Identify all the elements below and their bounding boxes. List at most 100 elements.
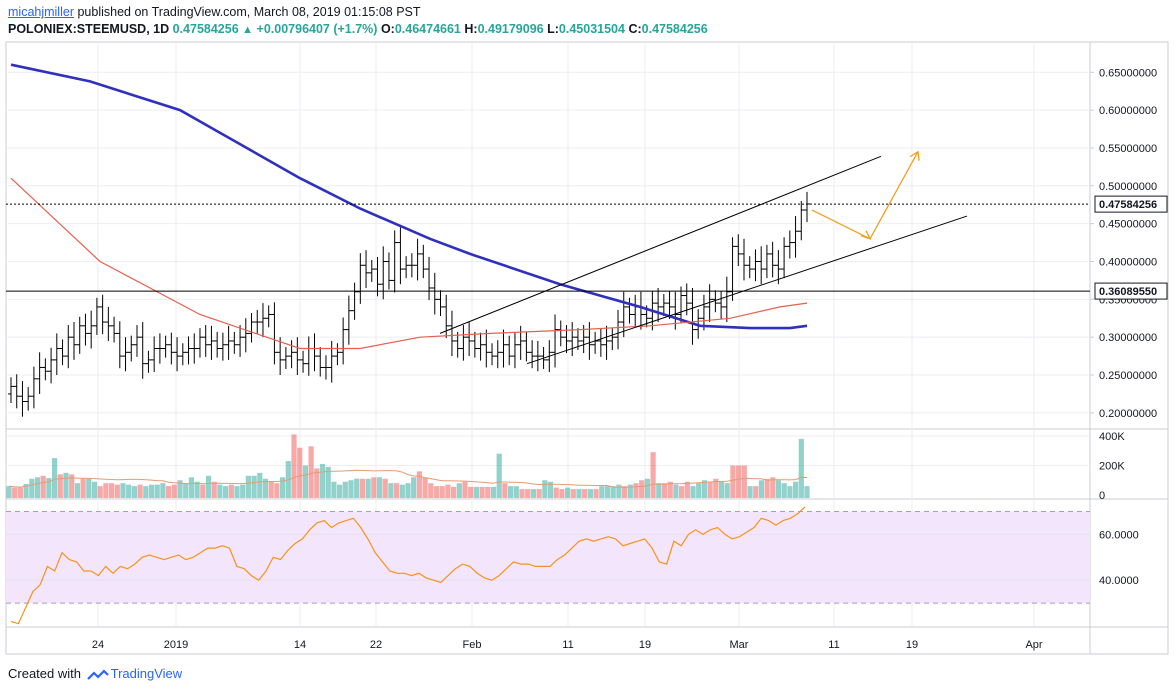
volume-tick-label: 0 [1099,490,1105,502]
ohlc-bar [781,237,788,279]
ohlc-bar [746,256,753,279]
ohlc-bar [655,287,662,323]
ohlc-bar [116,321,123,369]
ohlc-bar [689,287,696,345]
ohlc-bar [151,336,158,372]
ohlc-bar [93,297,100,335]
volume-bar [12,487,18,498]
volume-bar [696,483,702,498]
volume-bar [793,481,799,498]
ohlc-bar [311,333,318,372]
horizontal-level-label-text: 0.36089550 [1099,286,1157,298]
rsi-tick-label: 40.0000 [1099,575,1139,587]
volume-bar [644,478,650,498]
ohlc-bar [139,322,146,379]
volume-bar [502,483,508,498]
projection-arrowhead [860,230,872,240]
ohlc-bar [758,246,765,285]
volume-bar [234,486,240,498]
volume-bar [724,483,730,498]
publish-info: micahjmiller published on TradingView.co… [8,5,421,19]
volume-bar [747,486,753,498]
volume-bar [80,478,86,498]
short-moving-average-line [10,177,808,350]
y-tick-label: 0.55000000 [1099,143,1157,155]
volume-bar [582,489,588,498]
volume-bar [348,480,354,498]
ohlc-bar [391,230,398,293]
tradingview-brand[interactable]: TradingView [110,666,183,681]
long-moving-average-line [10,63,808,330]
ohlc-bar [191,333,198,364]
ohlc-bar [174,337,181,372]
low-value: 0.45031504 [558,22,625,36]
y-tick-label: 0.65000000 [1099,67,1157,79]
volume-bar [137,484,143,498]
ohlc-bar [88,310,95,349]
ohlc-bar [460,325,467,361]
volume-bar [268,481,274,498]
volume-bar [730,465,736,498]
volume-bar [428,483,434,498]
ohlc-bar [179,343,186,366]
volume-bar [251,475,257,498]
ohlc-bar [82,313,89,346]
volume-bar [770,477,776,498]
ohlc-bar [317,347,324,377]
ohlc-bar [775,250,782,285]
volume-bar [462,481,468,498]
ohlc-bar [48,347,55,384]
volume-bar [656,483,662,498]
volume-bar [753,486,759,498]
footer: Created with TradingView [8,666,182,682]
ohlc-bar [42,358,49,381]
x-tick-label: 11 [562,639,573,651]
ohlc-bar [529,340,536,369]
ohlc-bar [597,328,604,357]
x-tick-label: Feb [463,639,482,651]
ohlc-bar [288,340,295,369]
volume-bar [741,465,747,498]
volume-bar [525,489,531,498]
ohlc-bar [569,322,576,357]
volume-bar [211,481,217,498]
volume-bar [34,477,41,498]
volume-bar [684,481,690,498]
ohlc-bar [403,256,410,279]
volume-bar [673,484,679,498]
ohlc-bar [494,340,501,369]
volume-bar [280,477,286,498]
x-tick-label: 14 [294,639,306,651]
volume-bar [405,483,411,498]
ohlc-bar [615,309,622,350]
author-link[interactable]: micahjmiller [8,5,74,19]
volume-bar [74,483,80,498]
high-value: 0.49179096 [477,22,544,36]
ohlc-bar [70,322,77,360]
ohlc-bar [111,316,118,343]
volume-bar [228,484,234,498]
ohlc-bar [741,238,748,281]
upper-trend-line [439,155,882,334]
volume-bar [257,472,263,498]
volume-bar [439,486,445,498]
volume-bar [359,478,365,498]
volume-bar [52,458,58,498]
volume-bar [661,483,668,498]
volume-bar [411,477,417,498]
ohlc-bar [786,230,793,259]
created-with-text: Created with [8,666,81,681]
volume-bar [297,447,303,498]
close-value: 0.47584256 [641,22,708,36]
ohlc-bar [282,347,289,369]
ohlc-bar [397,227,404,285]
ohlc-bar [196,328,203,358]
ohlc-bar [712,290,719,313]
volume-bar [126,484,132,498]
x-tick-label: Mar [730,639,749,651]
volume-bar [679,486,685,498]
volume-bar [422,477,428,498]
ohlc-bar [448,310,455,357]
volume-bar [69,474,75,498]
